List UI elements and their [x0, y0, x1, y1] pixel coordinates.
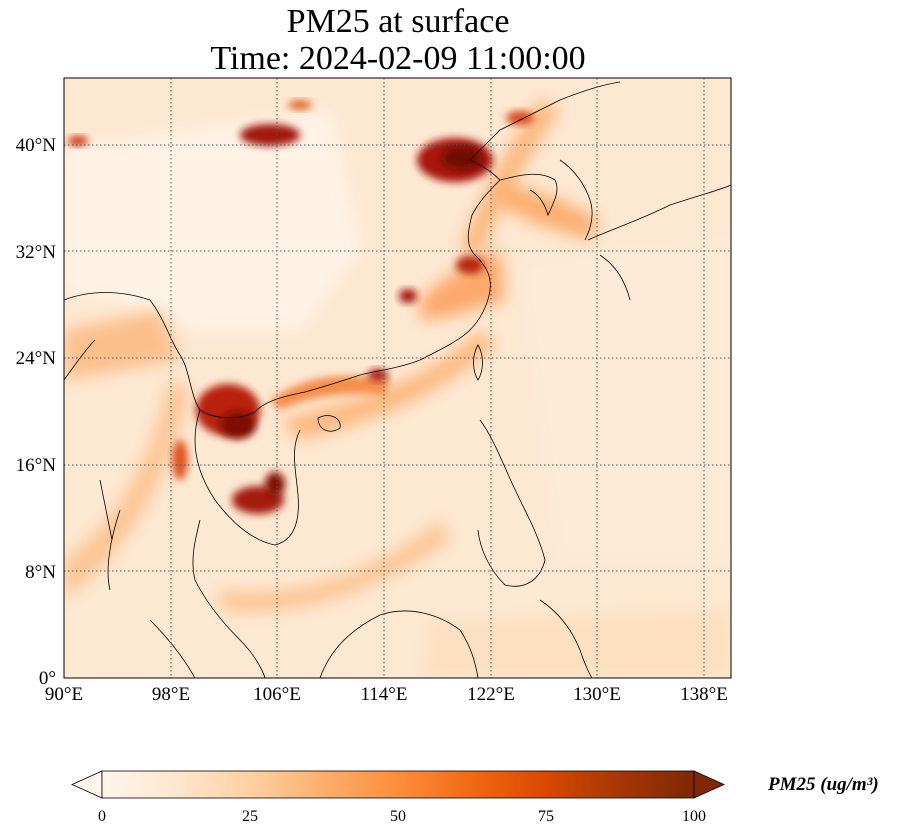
- map-title: PM25 at surface: [286, 3, 510, 40]
- lon-tick-label: 122°E: [467, 684, 515, 705]
- lon-tick-label: 138°E: [680, 684, 728, 705]
- lon-tick-label: 114°E: [361, 684, 408, 705]
- lat-tick-label: 40°N: [16, 135, 57, 156]
- colorbar-tick-label: 50: [390, 808, 406, 825]
- colorbar-min-extension: [71, 770, 103, 799]
- colorbar: 0 25 50 75 100: [71, 770, 725, 825]
- pm25-field: [64, 78, 731, 678]
- colorbar-tick-label: 0: [98, 808, 106, 825]
- colorbar-max-extension: [693, 770, 725, 799]
- lon-tick-label: 90°E: [45, 684, 83, 705]
- lat-tick-label: 8°N: [25, 562, 56, 583]
- lat-tick-label: 0°: [39, 668, 56, 689]
- lon-tick-label: 130°E: [573, 684, 621, 705]
- gridlines: [64, 78, 731, 678]
- coastlines: [64, 81, 731, 678]
- map-border: [63, 77, 732, 679]
- colorbar-tick-label: 75: [538, 808, 554, 825]
- lat-tick-label: 16°N: [16, 455, 57, 476]
- lon-tick-label: 106°E: [253, 684, 301, 705]
- colorbar-tick-label: 100: [682, 808, 706, 825]
- lat-tick-label: 32°N: [16, 242, 57, 263]
- colorbar-gradient: [101, 770, 695, 799]
- colorbar-title: PM25 (ug/m³): [768, 774, 879, 795]
- lat-tick-label: 24°N: [16, 348, 57, 369]
- lon-tick-label: 98°E: [152, 684, 190, 705]
- map-subtitle-time: Time: 2024-02-09 11:00:00: [210, 40, 586, 77]
- colorbar-tick-label: 25: [242, 808, 258, 825]
